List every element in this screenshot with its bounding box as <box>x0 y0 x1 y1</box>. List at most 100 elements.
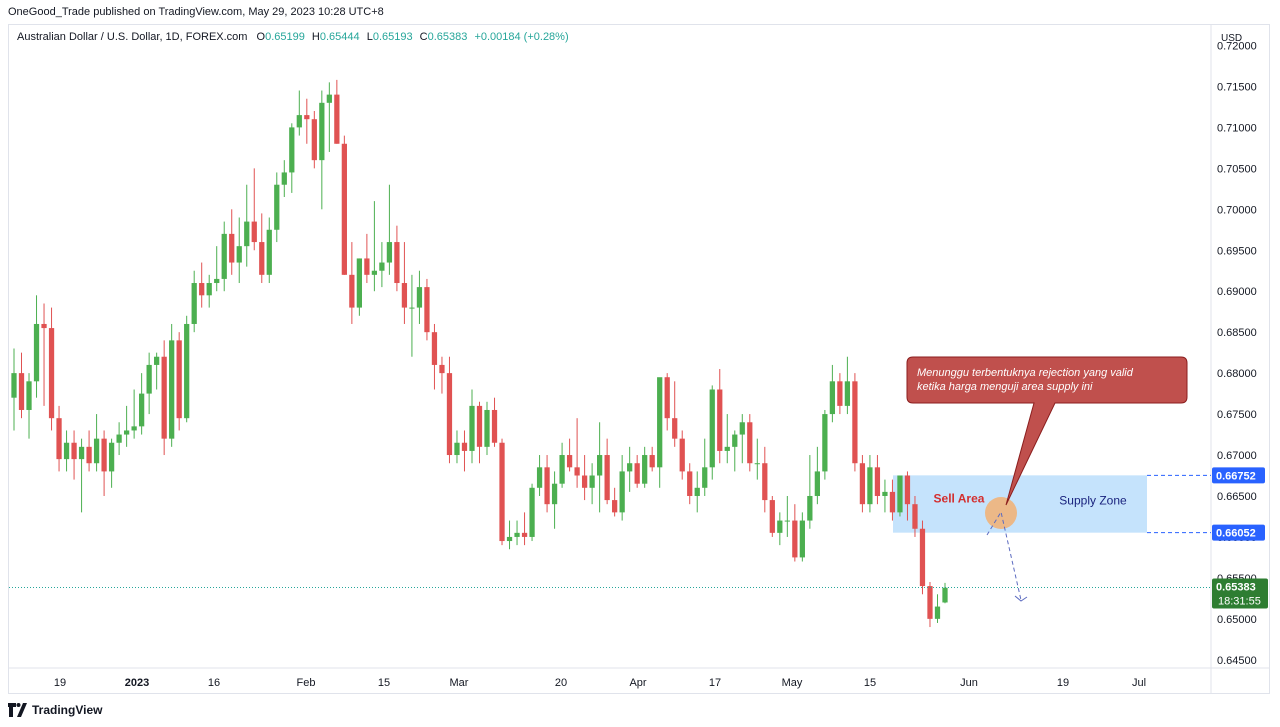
candle-body <box>597 455 603 476</box>
supply-zone-box <box>893 475 1147 533</box>
candle-body <box>409 307 415 309</box>
candle-body <box>206 283 212 296</box>
zone-price-tag <box>1212 524 1265 541</box>
zone-price-tag <box>1212 467 1265 484</box>
x-tick-label: Jul <box>1132 677 1146 689</box>
candle-body <box>101 438 107 472</box>
candle-body <box>356 258 362 308</box>
last-price-tag <box>1212 578 1268 609</box>
candle-body <box>897 475 903 513</box>
high-label: H <box>311 31 320 43</box>
callout-line-2: ketika harga menguji area supply ini <box>917 381 1093 393</box>
candle-body <box>199 283 205 296</box>
last-price-text: 0.65383 <box>1216 581 1256 593</box>
candle-body <box>837 381 843 406</box>
candle-body <box>349 274 355 308</box>
y-tick-label: 0.67000 <box>1217 450 1257 462</box>
candle-body <box>784 520 790 522</box>
arrow-head-icon <box>1014 595 1028 602</box>
x-tick-label: 19 <box>1057 677 1069 689</box>
candle-body <box>627 463 633 472</box>
candle-body <box>379 262 385 271</box>
candle-body <box>131 426 137 431</box>
candle-body <box>559 455 565 484</box>
candle-body <box>371 270 378 275</box>
x-tick-label: Mar <box>450 677 469 689</box>
y-tick-label: 0.66500 <box>1217 491 1257 503</box>
x-tick-label: 16 <box>208 677 220 689</box>
candle-body <box>536 467 543 488</box>
zone-price-tag-text: 0.66752 <box>1216 470 1256 482</box>
y-tick-label: 0.69000 <box>1217 286 1257 298</box>
y-tick-label: 0.72000 <box>1217 40 1257 52</box>
candle-body <box>634 463 640 484</box>
candle-body <box>394 242 400 284</box>
candle-body <box>867 467 873 505</box>
candle-body <box>874 467 881 496</box>
candle-body <box>687 471 693 496</box>
candle-body <box>581 475 588 488</box>
sell-area-label: Sell Area <box>934 491 985 505</box>
candle-body <box>927 586 933 619</box>
x-tick-label: 15 <box>378 677 390 689</box>
candle-body <box>221 233 227 279</box>
candle-body <box>739 422 745 435</box>
candle-body <box>461 442 468 451</box>
x-tick-label: 20 <box>555 677 567 689</box>
open-label: O <box>256 31 266 43</box>
low-label: L <box>366 31 373 43</box>
candle-body <box>18 373 25 410</box>
candle-body <box>431 332 438 365</box>
candle-body <box>334 94 340 144</box>
candle-body <box>229 233 235 263</box>
y-tick-label: 0.67500 <box>1217 409 1257 421</box>
candle-body <box>919 528 926 587</box>
time-axis[interactable]: 19 2023 16 Feb 15 Mar 20 Apr 17 May 15 Jun 19 Jul <box>54 677 1146 689</box>
callout-bubble <box>906 356 1188 506</box>
candle-body <box>882 491 888 496</box>
x-tick-label: 2023 <box>125 677 149 689</box>
candle-body <box>604 455 610 501</box>
candle-body <box>281 172 287 185</box>
candle-body <box>732 434 738 447</box>
x-tick-label: 17 <box>709 677 721 689</box>
y-tick-label: 0.68500 <box>1217 327 1257 339</box>
candle-body <box>364 258 370 275</box>
candle-body <box>274 184 280 230</box>
candle-body <box>702 467 708 488</box>
candle-body <box>657 377 663 468</box>
candle-body <box>521 532 528 537</box>
candle-body <box>139 393 145 427</box>
candle-body <box>942 587 948 603</box>
candle-body <box>214 278 220 284</box>
candle-body <box>664 377 670 419</box>
candle-body <box>311 119 317 161</box>
candle-body <box>709 389 715 468</box>
candle-body <box>123 430 130 435</box>
candle-body <box>506 536 513 542</box>
candle-body <box>724 446 730 451</box>
candle-body <box>244 221 250 247</box>
candle-body <box>116 434 122 443</box>
candle-body <box>161 356 167 439</box>
candle-body <box>694 487 700 496</box>
candle-body <box>11 373 17 398</box>
chart-frame <box>8 24 1270 694</box>
candle-body <box>424 287 430 333</box>
candle-body <box>799 520 805 558</box>
y-tick-label: 0.71000 <box>1217 122 1257 134</box>
candle-body <box>574 467 580 476</box>
x-tick-label: Feb <box>297 677 316 689</box>
footer-brand[interactable]: TradingView <box>8 703 102 717</box>
y-tick-label: 0.65000 <box>1217 614 1257 626</box>
candle-body <box>777 520 783 533</box>
symbol-legend: Australian Dollar / U.S. Dollar, 1D, FOR… <box>17 31 573 43</box>
candle-body <box>146 364 152 394</box>
candle-body <box>236 246 242 263</box>
currency-label: USD <box>1221 33 1242 44</box>
supply-zone-layer: Supply Zone Sell Area <box>893 474 1211 534</box>
candle-body <box>717 389 723 451</box>
candle-body <box>672 418 678 439</box>
